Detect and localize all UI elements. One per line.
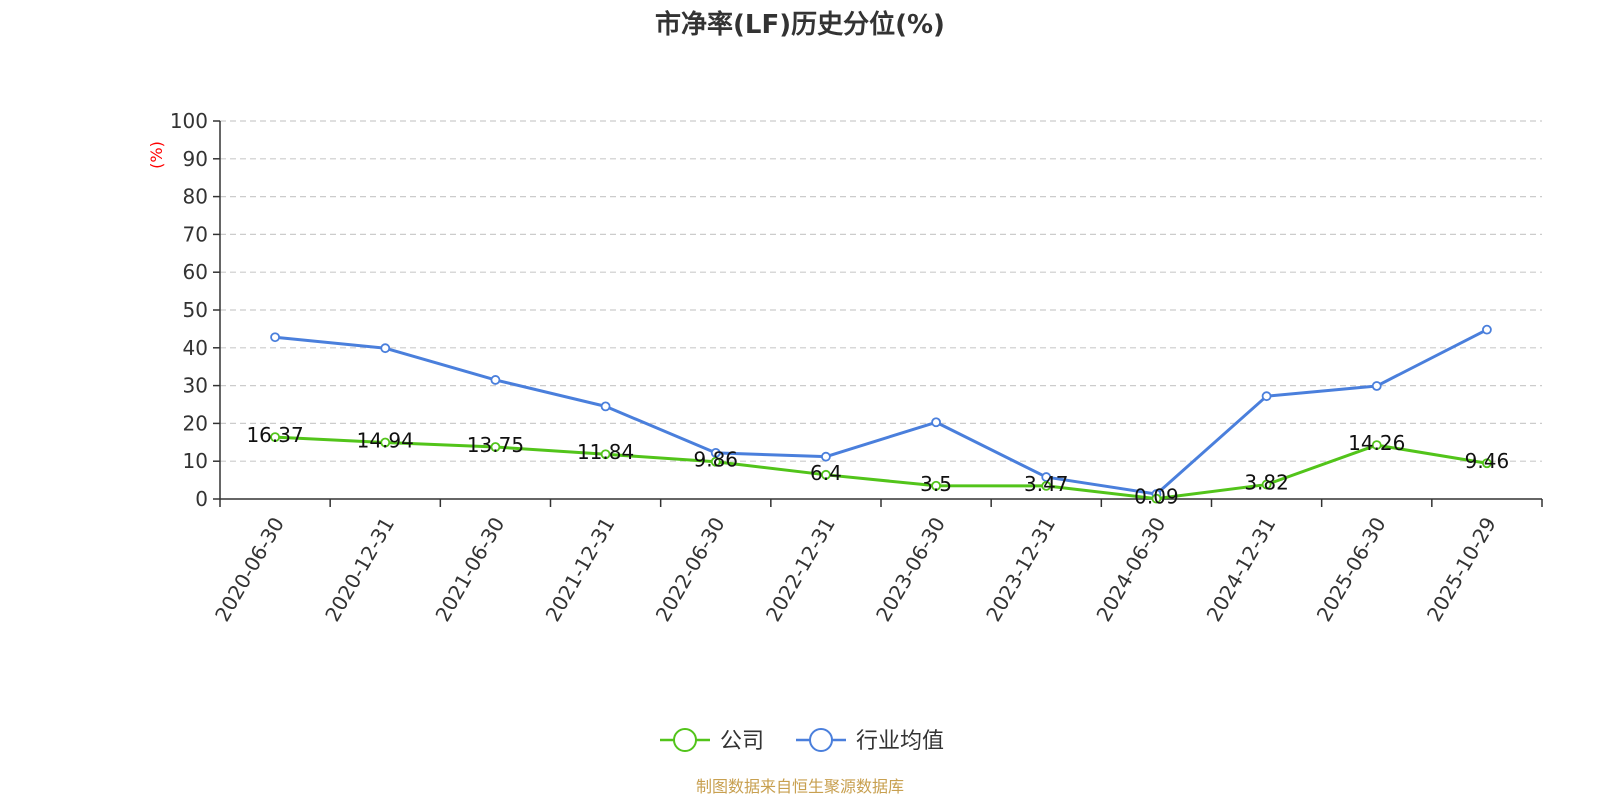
y-axis-unit: (%)	[147, 141, 166, 169]
data-point[interactable]	[1041, 480, 1052, 491]
data-label: 3.47	[1024, 472, 1069, 496]
data-label: 3.5	[920, 472, 952, 496]
data-labels: 16.37 14.94 13.75 11.84 9.86 6.4 3.5 3.47 0.09 3.…	[246, 423, 1509, 509]
x-tick-label: 2021-12-31	[541, 513, 620, 626]
data-label: 0.09	[1134, 485, 1179, 509]
data-point[interactable]	[600, 449, 611, 460]
data-point[interactable]	[270, 432, 280, 443]
legend-item-company[interactable]: 公司	[660, 728, 764, 754]
legend-marker	[809, 728, 833, 752]
data-point[interactable]	[270, 332, 280, 343]
data-point[interactable]	[380, 437, 391, 448]
y-tick-label: 30	[183, 374, 208, 398]
y-tick-label: 90	[183, 147, 208, 171]
data-label: 9.46	[1465, 449, 1510, 473]
data-point[interactable]	[710, 456, 721, 467]
x-tick-label: 2022-12-31	[761, 513, 840, 626]
legend-item-industry[interactable]: 行业均值	[796, 728, 944, 754]
legend-label: 公司	[720, 729, 764, 754]
legend-label: 行业均值	[856, 729, 944, 754]
x-tick-label: 2024-12-31	[1202, 513, 1281, 626]
data-label: 16.37	[246, 423, 303, 447]
y-tick-label: 70	[183, 222, 208, 246]
data-point[interactable]	[1261, 391, 1272, 402]
y-tick-label: 50	[183, 298, 208, 322]
series-layer	[270, 324, 1492, 504]
data-point[interactable]	[1371, 381, 1382, 391]
legend[interactable]: 公司 行业均值	[660, 728, 944, 754]
y-tick-label: 0	[195, 487, 208, 511]
series-line-company	[275, 435, 1488, 501]
y-tick-label: 10	[183, 449, 208, 473]
series-line-industry	[274, 328, 1488, 496]
data-label: 11.84	[577, 440, 634, 464]
data-label: 14.94	[357, 429, 414, 453]
data-point[interactable]	[821, 469, 831, 480]
data-point[interactable]	[931, 480, 941, 491]
axes: 0 10 20 30 40 50 60 70 80 90 100 2020-06-30 2020-12-…	[170, 109, 1543, 626]
data-point[interactable]	[380, 343, 391, 354]
x-tick-label: 2021-06-30	[430, 513, 509, 626]
x-tick-label: 2020-12-31	[320, 513, 399, 626]
chart-title: 市净率(LF)历史分位(%)	[655, 9, 945, 40]
source-note: 制图数据来自恒生聚源数据库	[696, 777, 904, 796]
y-tick-label: 60	[183, 260, 208, 284]
data-point[interactable]	[821, 451, 831, 462]
y-tick-label: 80	[183, 185, 208, 209]
data-point[interactable]	[490, 375, 501, 385]
x-tick-label: 2024-06-30	[1091, 513, 1170, 626]
y-tick-label: 100	[170, 109, 208, 133]
x-tick-label: 2023-06-30	[871, 513, 950, 626]
grid-lines	[220, 120, 1542, 462]
data-label: 9.86	[693, 448, 738, 472]
data-label: 13.75	[467, 433, 524, 457]
x-tick-label: 2023-12-31	[981, 513, 1060, 626]
x-tick-label: 2020-06-30	[210, 513, 289, 626]
x-tick-label: 2025-10-29	[1422, 513, 1501, 626]
x-tick-label: 2025-06-30	[1312, 513, 1391, 626]
data-point[interactable]	[1371, 440, 1382, 450]
data-label: 14.26	[1348, 431, 1405, 455]
data-point[interactable]	[1151, 493, 1162, 504]
legend-marker	[673, 728, 697, 752]
data-label: 6.4	[810, 461, 842, 485]
data-point[interactable]	[490, 442, 501, 452]
x-tick-label: 2022-06-30	[651, 513, 730, 626]
data-point[interactable]	[1482, 324, 1492, 335]
data-point[interactable]	[600, 401, 611, 412]
data-point[interactable]	[931, 417, 941, 428]
data-point[interactable]	[1482, 458, 1492, 469]
data-label: 3.82	[1244, 471, 1289, 495]
y-tick-label: 40	[183, 336, 208, 360]
y-tick-label: 20	[183, 411, 208, 435]
data-point[interactable]	[1261, 479, 1272, 490]
